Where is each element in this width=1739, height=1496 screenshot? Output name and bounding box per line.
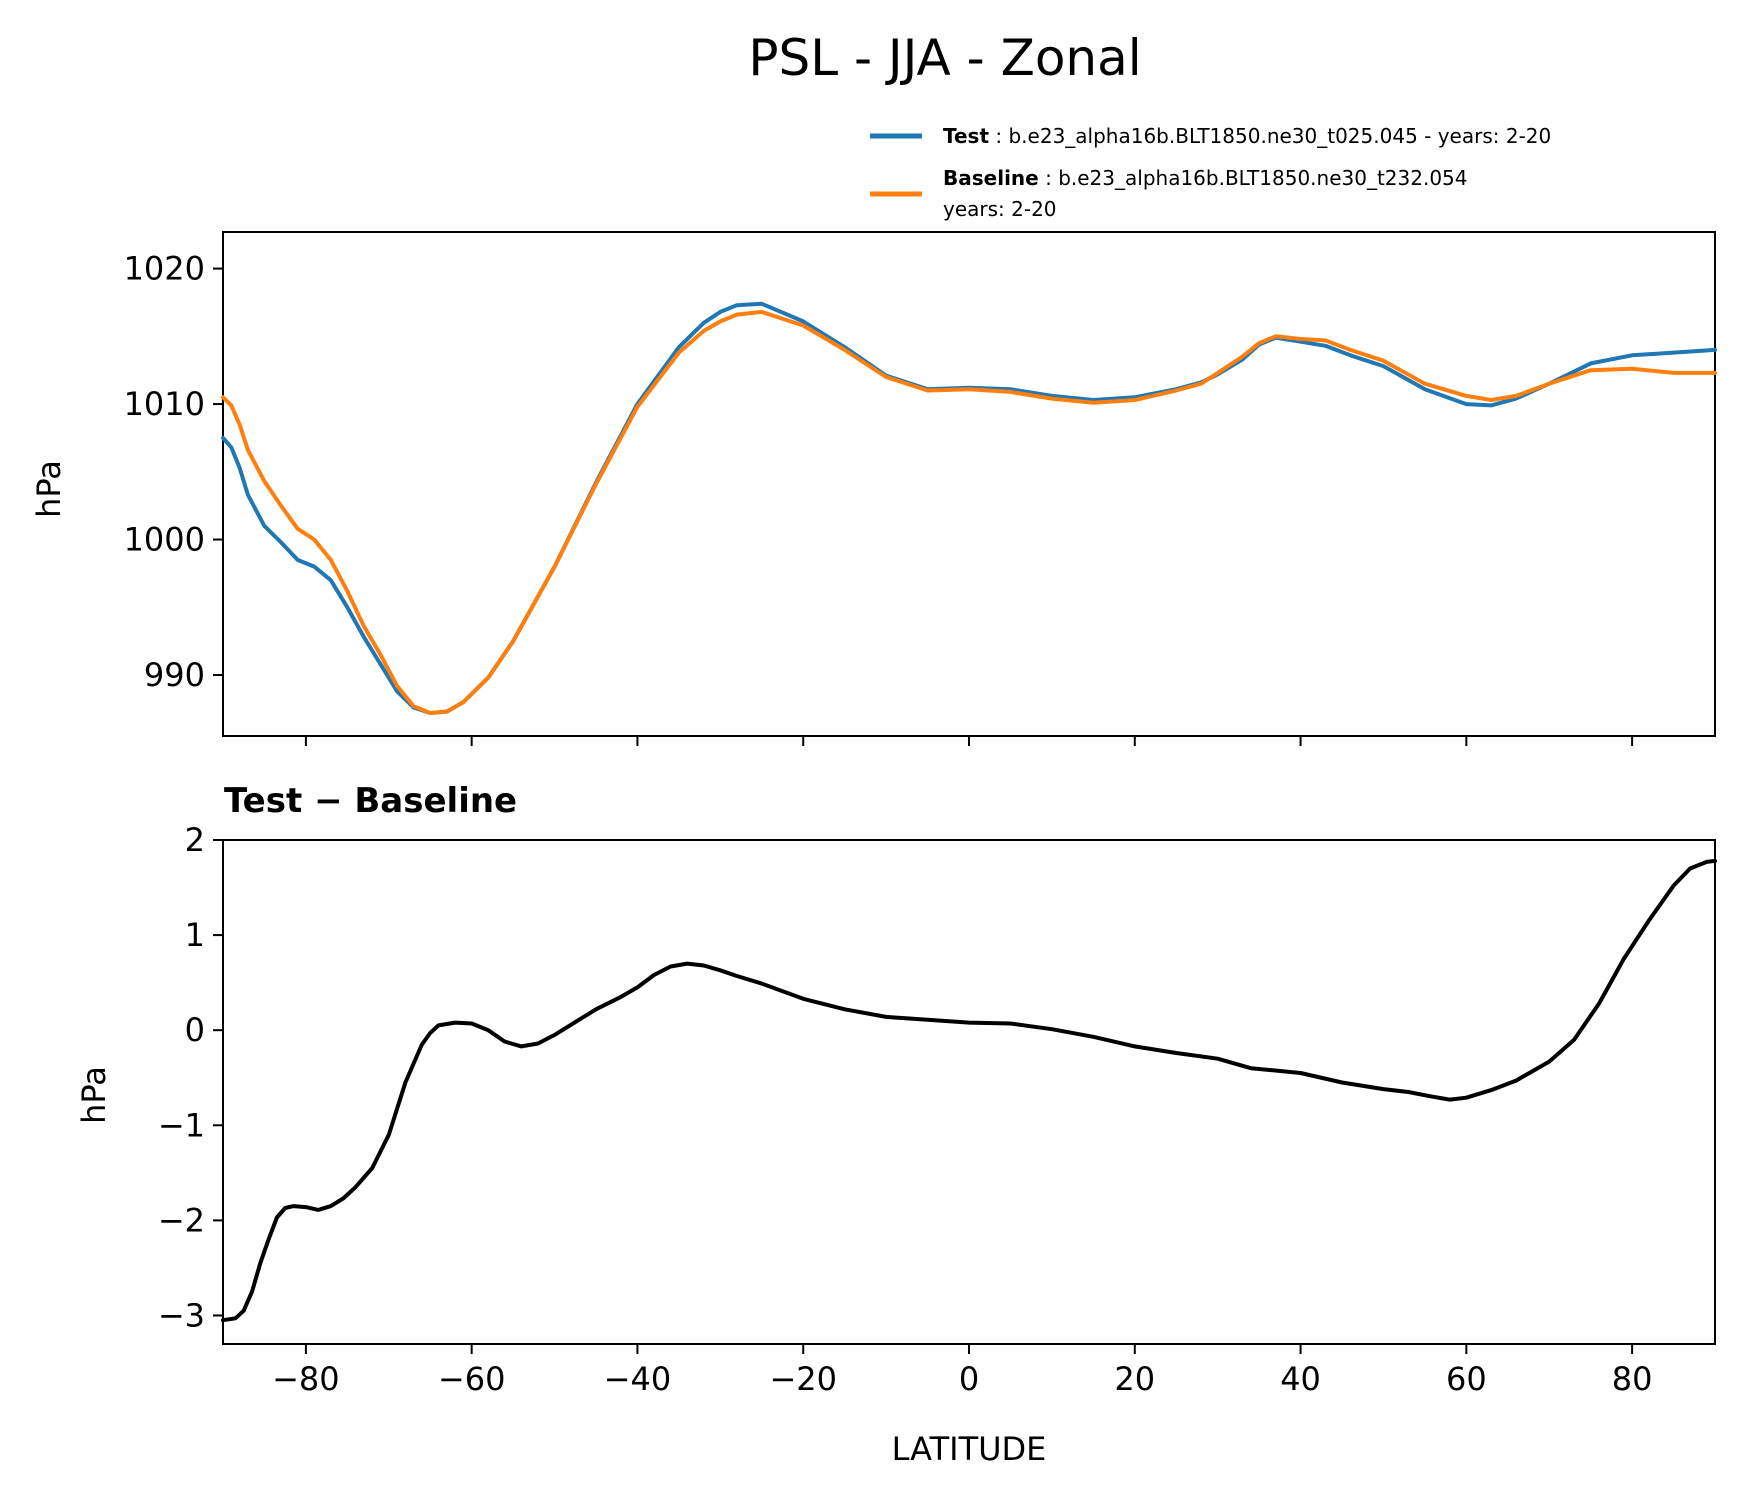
x-tick-label: −60 — [438, 1360, 506, 1398]
legend-baseline-label: Baseline — [943, 166, 1039, 190]
x-axis-label: LATITUDE — [892, 1430, 1047, 1468]
y-tick-label: 1020 — [124, 250, 205, 288]
y-tick-label: −2 — [158, 1201, 205, 1239]
bottom-y-axis-label: hPa — [75, 1066, 113, 1124]
legend: Test : b.e23_alpha16b.BLT1850.ne30_t025.… — [870, 124, 1551, 221]
y-tick-label: 990 — [144, 656, 205, 694]
x-tick-label: 40 — [1280, 1360, 1321, 1398]
bottom-x-ticks: −80 −60 −40 −20 0 20 40 60 80 — [272, 1344, 1652, 1398]
top-series-group — [221, 301, 1717, 715]
y-tick-label: −3 — [158, 1296, 205, 1334]
top-x-ticks — [304, 736, 1634, 746]
y-tick-label: −1 — [158, 1106, 205, 1144]
figure-title: PSL - JJA - Zonal — [748, 29, 1141, 87]
x-tick-label: 60 — [1446, 1360, 1487, 1398]
y-tick-label: 1010 — [124, 385, 205, 423]
series-line-1-0 — [221, 858, 1717, 1323]
x-tick-label: 0 — [959, 1360, 979, 1398]
y-tick-label: 2 — [185, 821, 205, 859]
bottom-y-ticks: −3 −2 −1 0 1 2 — [158, 821, 223, 1334]
svg-text:Test : b.e23_alp: Test : b.e23_alpha16b.BLT1850.ne30_t025.… — [943, 124, 1551, 148]
series-line-0-0 — [221, 301, 1717, 715]
bottom-series-group — [221, 858, 1717, 1323]
legend-test-label: Test — [943, 124, 989, 148]
top-plot-frame — [222, 231, 1716, 737]
top-panel: 990 1000 1010 1020 hPa — [30, 231, 1717, 746]
top-y-ticks: 990 1000 1010 1020 — [124, 250, 223, 694]
x-tick-label: 20 — [1114, 1360, 1155, 1398]
bottom-panel-title: Test − Baseline — [224, 781, 517, 821]
y-tick-label: 1000 — [124, 521, 205, 559]
y-tick-label: 0 — [185, 1011, 205, 1049]
x-tick-label: −40 — [604, 1360, 672, 1398]
legend-baseline-text-line2: years: 2-20 — [943, 197, 1057, 221]
top-y-axis-label: hPa — [30, 460, 68, 518]
series-line-0-1 — [221, 309, 1717, 715]
legend-test-text: b.e23_alpha16b.BLT1850.ne30_t025.045 - y… — [1008, 124, 1551, 148]
svg-text:Baseline : b.e23: Baseline : b.e23_alpha16b.BLT1850.ne30_t… — [943, 166, 1468, 190]
legend-baseline-text: b.e23_alpha16b.BLT1850.ne30_t232.054 — [1058, 166, 1467, 190]
x-tick-label: 80 — [1612, 1360, 1653, 1398]
x-tick-label: −80 — [272, 1360, 340, 1398]
x-tick-label: −20 — [769, 1360, 837, 1398]
bottom-panel: Test − Baseline −3 −2 −1 0 1 2 −80 −60 −40 −20 0 2… — [75, 781, 1717, 1468]
y-tick-label: 1 — [185, 916, 205, 954]
